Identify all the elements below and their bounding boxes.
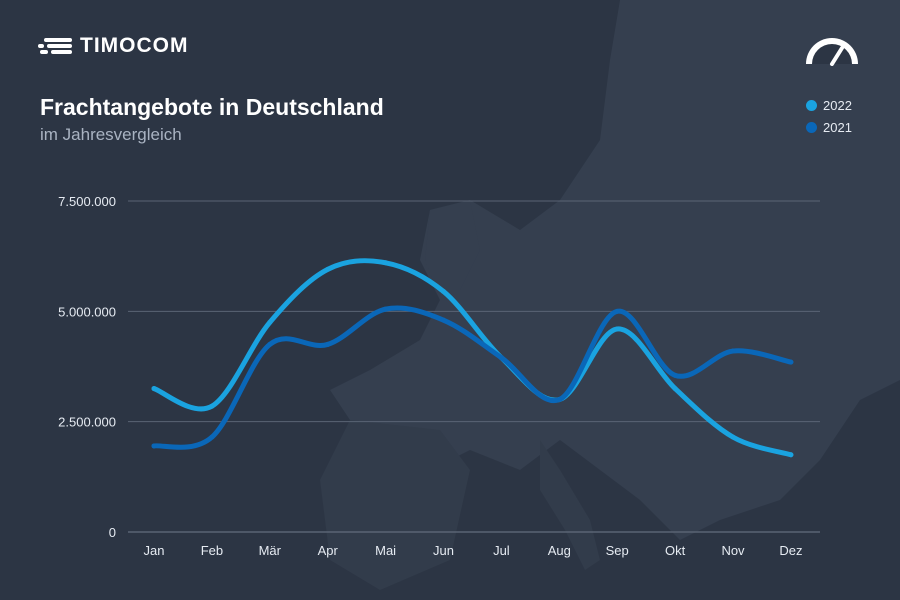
legend-label-2022: 2022: [823, 97, 852, 113]
data-point-2021-Dez: [788, 359, 794, 365]
y-tick-label: 7.500.000: [58, 194, 116, 209]
data-point-2022-Dez: [788, 452, 794, 458]
legend-item-2021: 2021: [806, 116, 852, 138]
data-point-2021-Jun: [441, 317, 446, 323]
x-tick-label: Okt: [665, 543, 686, 558]
data-point-2021-Sep: [614, 308, 620, 314]
y-tick-label: 0: [109, 525, 116, 540]
data-point-2021-Okt: [672, 372, 678, 378]
data-point-2021-Nov: [730, 348, 736, 354]
grid-layer: [128, 200, 820, 533]
data-point-2022-Okt: [672, 386, 678, 392]
map-italy: [540, 440, 600, 570]
x-tick-label: Mär: [259, 543, 282, 558]
data-point-2021-Jan: [151, 443, 157, 449]
data-point-2022-Apr: [325, 266, 331, 272]
series-line-2022: [151, 258, 794, 458]
data-point-2022-Nov: [730, 434, 736, 440]
data-point-2022-Jun: [441, 288, 446, 294]
legend-item-2022: 2022: [806, 94, 852, 116]
brand-logo: TIMOCOM: [38, 34, 188, 58]
x-tick-label: Feb: [201, 543, 223, 558]
data-point-2022-Mär: [267, 319, 273, 325]
legend-label-2021: 2021: [823, 119, 852, 135]
map-iberia: [320, 420, 470, 590]
x-tick-label: Jun: [433, 543, 454, 558]
x-tick-label: Dez: [779, 543, 802, 558]
legend-swatch-2022: [806, 99, 817, 111]
data-point-2021-Apr: [325, 341, 331, 347]
data-point-2022-Jan: [151, 386, 157, 392]
x-tick-label: Nov: [721, 543, 745, 558]
x-tick-label: Aug: [548, 543, 571, 558]
x-tick-label: Sep: [606, 543, 629, 558]
map-island-uk: [425, 200, 480, 300]
data-point-2021-Mär: [267, 341, 273, 347]
legend-swatch-2021: [806, 121, 817, 133]
data-point-2022-Mai: [383, 260, 389, 266]
data-point-2021-Aug: [556, 397, 562, 403]
y-tick-label: 5.000.000: [58, 304, 116, 319]
label-layer: 0 2.500.000 5.000.000 7.500.000 Jan Feb Mär Apr…: [58, 194, 802, 558]
data-point-2021-Jul: [498, 355, 504, 361]
chart-title: Frachtangebote in Deutschland: [40, 94, 384, 120]
speed-lines-icon: [38, 38, 72, 54]
data-point-2021-Mai: [383, 306, 389, 312]
gauge-icon: [806, 38, 858, 66]
data-point-2021-Feb: [209, 434, 215, 440]
data-point-2022-Sep: [614, 326, 620, 332]
brand-name: TIMOCOM: [80, 34, 189, 57]
y-tick-label: 2.500.000: [58, 415, 116, 430]
data-point-2022-Feb: [209, 403, 215, 409]
chart-subtitle: im Jahresvergleich: [40, 125, 182, 144]
x-tick-label: Mai: [375, 543, 396, 558]
chart-legend: 2022 2021: [806, 94, 852, 138]
map-landmass: [330, 0, 900, 540]
x-tick-label: Jan: [144, 543, 165, 558]
x-tick-label: Apr: [318, 543, 339, 558]
series-line-2021: [151, 305, 794, 450]
x-tick-label: Jul: [493, 543, 510, 558]
series-layer: [151, 258, 794, 458]
